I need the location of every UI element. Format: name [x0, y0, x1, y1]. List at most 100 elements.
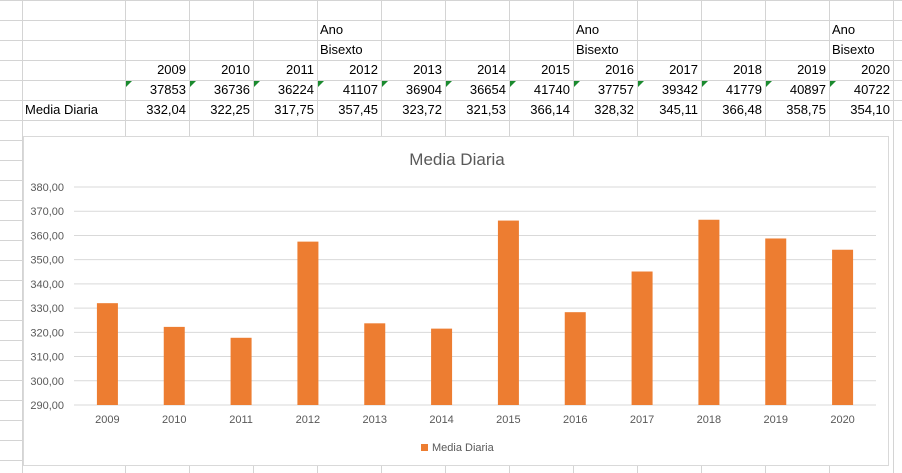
gridlines [74, 186, 876, 406]
total-cell[interactable]: 40722 [853, 82, 890, 97]
x-tick-label: 2009 [95, 414, 119, 426]
error-indicator-icon [254, 81, 260, 87]
year-cell[interactable]: 2010 [221, 62, 250, 77]
leap-note-line1-cell[interactable]: Ano [832, 22, 856, 37]
year-cell[interactable]: 2013 [413, 62, 442, 77]
total-cell[interactable]: 37853 [149, 82, 186, 97]
error-indicator-icon [446, 81, 452, 87]
total-cell[interactable]: 36904 [405, 82, 442, 97]
year-cell[interactable]: 2016 [605, 62, 634, 77]
bar [631, 271, 653, 405]
average-cell[interactable]: 366,48 [722, 102, 762, 117]
row-label-cell[interactable]: Media Diaria [25, 102, 98, 117]
row-gridline [0, 0, 902, 1]
bar [564, 312, 586, 405]
x-tick-label: 2016 [563, 414, 587, 426]
x-tick-label: 2013 [363, 414, 387, 426]
y-tick-label: 320,00 [30, 327, 64, 339]
total-cell[interactable]: 36736 [213, 82, 250, 97]
row-gridline [0, 240, 23, 241]
total-cell[interactable]: 36224 [277, 82, 314, 97]
total-cell[interactable]: 37757 [597, 82, 634, 97]
error-indicator-icon [766, 81, 772, 87]
chart-container[interactable]: Media Diaria 290,00 300,00 310,00 320,00 330… [23, 136, 889, 466]
leap-note-line2-cell[interactable]: Bisexto [320, 42, 363, 57]
year-cell[interactable]: 2015 [541, 62, 570, 77]
row-gridline [0, 260, 23, 261]
average-cell[interactable]: 357,45 [338, 102, 378, 117]
year-cell[interactable]: 2017 [669, 62, 698, 77]
year-cell[interactable]: 2014 [477, 62, 506, 77]
leap-note-line1-cell[interactable]: Ano [576, 22, 600, 37]
bar [765, 238, 787, 405]
average-cell[interactable]: 321,53 [466, 102, 506, 117]
error-indicator-icon [126, 81, 132, 87]
row-gridline [0, 440, 23, 441]
y-tick-label: 360,00 [30, 230, 64, 242]
x-tick-label: 2019 [764, 414, 788, 426]
average-cell[interactable]: 366,14 [530, 102, 570, 117]
chart-title: Media Diaria [409, 150, 505, 169]
x-tick-label: 2011 [229, 414, 253, 426]
x-tick-label: 2017 [630, 414, 654, 426]
leap-note-line1-cell[interactable]: Ano [320, 22, 344, 37]
x-tick-label: 2020 [830, 414, 854, 426]
y-tick-label: 290,00 [30, 400, 64, 412]
row-gridline [0, 120, 902, 121]
y-tick-label: 370,00 [30, 206, 64, 218]
y-tick-label: 350,00 [30, 255, 64, 267]
average-cell[interactable]: 358,75 [786, 102, 826, 117]
bar [364, 323, 386, 405]
row-gridline [0, 20, 902, 21]
error-indicator-icon [638, 81, 644, 87]
bar [497, 220, 519, 405]
y-tick-label: 300,00 [30, 376, 64, 388]
row-gridline [0, 220, 23, 221]
year-cell[interactable]: 2012 [349, 62, 378, 77]
bar [431, 328, 453, 405]
error-indicator-icon [830, 81, 836, 87]
year-cell[interactable]: 2019 [797, 62, 826, 77]
x-axis-tick-labels: 2009 2010 2011 2012 2013 2014 2015 2016 2017 2018… [95, 414, 855, 426]
x-tick-label: 2010 [162, 414, 186, 426]
legend-swatch [421, 444, 428, 451]
year-cell[interactable]: 2009 [157, 62, 186, 77]
legend-label: Media Diaria [432, 442, 495, 454]
row-gridline [0, 280, 23, 281]
error-indicator-icon [574, 81, 580, 87]
total-cell[interactable]: 41740 [533, 82, 570, 97]
average-cell[interactable]: 323,72 [402, 102, 442, 117]
total-cell[interactable]: 36654 [469, 82, 506, 97]
row-gridline [0, 320, 23, 321]
leap-note-line2-cell[interactable]: Bisexto [576, 42, 619, 57]
column-gridline [22, 0, 23, 473]
bar [163, 326, 185, 405]
row-gridline [0, 60, 902, 61]
total-cell[interactable]: 41779 [725, 82, 762, 97]
year-cell[interactable]: 2020 [861, 62, 890, 77]
row-gridline [0, 40, 902, 41]
average-cell[interactable]: 322,25 [210, 102, 250, 117]
bar [96, 303, 118, 405]
row-gridline [0, 80, 902, 81]
year-cell[interactable]: 2018 [733, 62, 762, 77]
year-cell[interactable]: 2011 [286, 62, 314, 77]
bar [832, 249, 854, 405]
bar-chart: Media Diaria 290,00 300,00 310,00 320,00 330… [30, 150, 876, 454]
average-cell[interactable]: 345,11 [659, 102, 698, 117]
legend: Media Diaria [421, 442, 495, 454]
total-cell[interactable]: 39342 [661, 82, 698, 97]
leap-note-line2-cell[interactable]: Bisexto [832, 42, 875, 57]
total-cell[interactable]: 40897 [789, 82, 826, 97]
average-cell[interactable]: 332,04 [146, 102, 186, 117]
average-cell[interactable]: 317,75 [274, 102, 314, 117]
error-indicator-icon [510, 81, 516, 87]
row-gridline [0, 460, 23, 461]
total-cell[interactable]: 41107 [342, 82, 378, 97]
column-gridline [893, 0, 894, 473]
average-cell[interactable]: 354,10 [850, 102, 890, 117]
x-tick-label: 2015 [496, 414, 520, 426]
average-cell[interactable]: 328,32 [594, 102, 634, 117]
y-tick-label: 340,00 [30, 279, 64, 291]
bar [297, 241, 319, 405]
